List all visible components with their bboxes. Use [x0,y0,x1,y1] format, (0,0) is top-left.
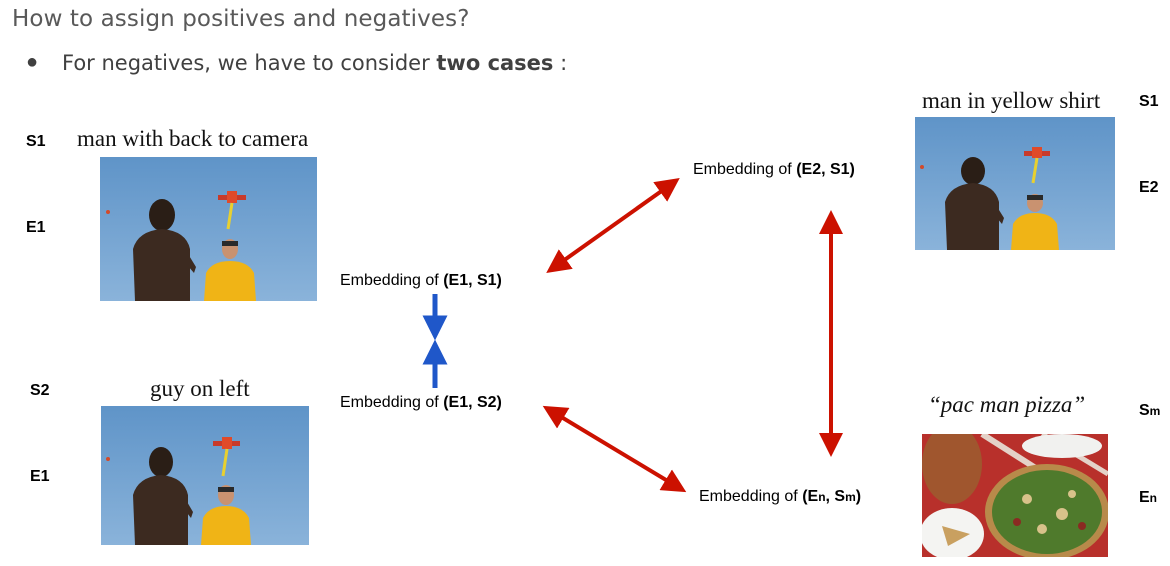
label-s2-left: S2 [30,382,50,399]
bullet-text: For negatives, we have to consider two c… [62,51,567,75]
label-e1-bottom: E1 [30,468,50,485]
photo-kite-bottom-left [101,406,309,545]
label-e1-top: E1 [26,219,46,236]
embedding-pair: (En, Sm) [802,488,862,505]
embedding-en-sm: Embedding of (En, Sm) [699,488,861,506]
bullet-dot: ● [26,51,39,73]
photo-kite-top-right [915,117,1115,250]
negative-arrow-e1s2-ensm [542,405,687,493]
bullet-suffix: : [553,51,568,75]
embedding-pair: (E2, S1) [796,161,855,178]
label-en-right: En [1139,489,1158,506]
negative-arrow-e1s1-e2s1 [546,178,680,273]
caption-top-left: man with back to camera [77,126,309,151]
embedding-prefix: Embedding of [693,161,797,178]
embedding-e1-s2: Embedding of (E1, S2) [340,394,502,412]
slide-title: How to assign positives and negatives? [12,6,470,32]
embedding-prefix: Embedding of [340,394,444,411]
label-s1-left: S1 [26,133,46,150]
embedding-pair: (E1, S2) [443,394,502,411]
label-s1-right: S1 [1139,93,1159,110]
label-e2-right: E2 [1139,179,1159,196]
embedding-e2-s1: Embedding of (E2, S1) [693,161,855,179]
photo-kite-top-left [100,157,317,301]
photo-pizza [922,434,1108,557]
bullet-bold: two cases [436,51,554,75]
label-sm-right: Sm [1139,402,1161,419]
embedding-pair: (E1, S1) [443,272,502,289]
caption-top-right: man in yellow shirt [922,88,1101,113]
embedding-prefix: Embedding of [340,272,444,289]
caption-bottom-right: “pac man pizza” [928,392,1086,417]
embedding-e1-s1: Embedding of (E1, S1) [340,272,502,290]
caption-bottom-left: guy on left [150,376,250,401]
bullet-prefix: For negatives, we have to consider [62,51,437,75]
embedding-prefix: Embedding of [699,488,803,505]
